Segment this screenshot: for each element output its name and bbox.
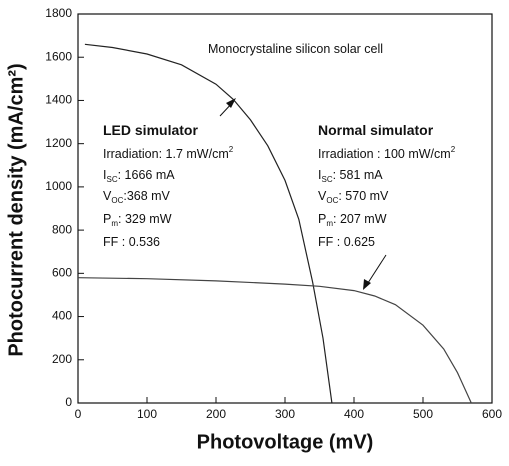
annotation-text: 2: [451, 145, 456, 154]
annotation-text: P: [103, 212, 111, 226]
annotation: Irradiation : 100 mW/cm2: [318, 145, 456, 161]
annotation-text: m: [326, 219, 333, 228]
annotation: VOC:368 mV: [103, 189, 171, 205]
annotation-text: m: [111, 219, 118, 228]
y-tick-label: 400: [52, 309, 72, 323]
annotation-text: : 207 mW: [333, 212, 387, 226]
y-tick-label: 0: [65, 395, 72, 409]
x-tick-label: 100: [137, 407, 157, 421]
annotation-text: :368 mV: [123, 189, 170, 203]
y-tick-label: 600: [52, 266, 72, 280]
annotation-text: FF : 0.625: [318, 235, 375, 249]
annotation: FF : 0.625: [318, 235, 375, 249]
annotation-text: I: [103, 168, 106, 182]
plot-frame: [77, 13, 493, 404]
x-tick-label: 400: [344, 407, 364, 421]
annotation-text: SC: [321, 175, 332, 184]
x-tick-label: 500: [413, 407, 433, 421]
annotation-text: : 581 mA: [333, 168, 384, 182]
annotation: FF : 0.536: [103, 235, 160, 249]
annotation: LED simulator: [103, 122, 198, 138]
annotation-text: I: [318, 168, 321, 182]
annotation-text: LED simulator: [103, 122, 198, 138]
arrow-head: [363, 279, 371, 290]
annotation-text: V: [318, 189, 327, 203]
annotation-text: Irradiation: 1.7 mW/cm: [103, 147, 229, 161]
annotation-text: Normal simulator: [318, 122, 434, 138]
annotation: Pm: 207 mW: [318, 212, 387, 228]
arrow: [365, 254, 387, 287]
x-axis-label: Photovoltage (mV): [197, 431, 374, 453]
arrow-head: [226, 98, 236, 108]
annotation-text: V: [103, 189, 112, 203]
data-line: [84, 43, 333, 404]
annotation-text: OC: [326, 196, 338, 205]
x-tick-label: 0: [75, 407, 82, 421]
x-tick-label: 200: [206, 407, 226, 421]
annotation: ISC: 581 mA: [318, 168, 383, 184]
annotation-text: : 570 mV: [338, 189, 389, 203]
y-tick-label: 1400: [45, 93, 72, 107]
annotation-text: OC: [111, 196, 123, 205]
annotation: Normal simulator: [318, 122, 434, 138]
x-tick-label: 300: [275, 407, 295, 421]
annotation-text: Irradiation : 100 mW/cm: [318, 147, 451, 161]
y-tick-label: 200: [52, 352, 72, 366]
annotation: Monocrystaline silicon solar cell: [208, 42, 383, 56]
y-tick-label: 1800: [45, 6, 72, 20]
annotation-text: Monocrystaline silicon solar cell: [208, 42, 383, 56]
y-tick-label: 1000: [45, 179, 72, 193]
y-tick-label: 800: [52, 222, 72, 236]
annotation: Pm: 329 mW: [103, 212, 172, 228]
annotation-text: 2: [229, 145, 234, 154]
annotation-text: SC: [106, 175, 117, 184]
annotation-text: FF : 0.536: [103, 235, 160, 249]
annotation: VOC: 570 mV: [318, 189, 389, 205]
annotation: ISC: 1666 mA: [103, 168, 175, 184]
y-axis-label: Photocurrent density (mA/cm²): [5, 63, 27, 356]
y-tick-label: 1600: [45, 49, 72, 63]
data-line: [77, 277, 472, 404]
x-tick-label: 600: [482, 407, 502, 421]
annotation-text: : 329 mW: [118, 212, 172, 226]
y-tick-label: 1200: [45, 136, 72, 150]
annotation-text: : 1666 mA: [118, 168, 176, 182]
annotation: Irradiation: 1.7 mW/cm2: [103, 145, 234, 161]
annotation-text: P: [318, 212, 326, 226]
